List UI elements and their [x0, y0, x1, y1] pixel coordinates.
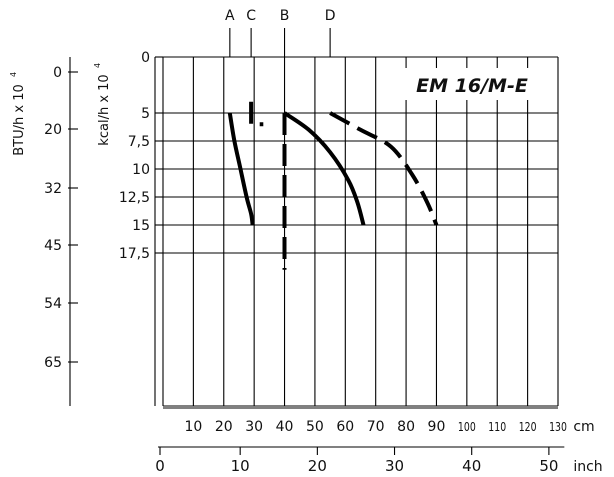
cm-tick-label: 50 [306, 419, 324, 435]
kcal-tick-label: 0 [141, 50, 150, 66]
cm-tick-label: 20 [215, 419, 233, 435]
btu-tick-label: 45 [44, 238, 62, 254]
cm-tick-label: 60 [336, 419, 354, 435]
kcal-axis-title: kcal/h x 10 [97, 74, 112, 145]
kcal-axis-exp: 4 [93, 63, 102, 68]
cm-tick-label: 90 [428, 419, 446, 435]
cm-tick-label: 80 [397, 419, 415, 435]
btu-axis-title: BTU/h x 10 [12, 84, 27, 156]
kcal-tick-label: 15 [132, 218, 150, 234]
series-line-b2 [283, 111, 366, 226]
series-top-label-c: C [246, 8, 256, 24]
series-top-label-d: D [325, 8, 336, 24]
kcal-tick-label: 5 [141, 106, 150, 122]
kcal-tick-label: 17,5 [119, 246, 150, 262]
cm-tick-label: 110 [488, 420, 506, 435]
cm-tick-label: 130 [549, 420, 567, 435]
kcal-tick-label: 10 [132, 162, 150, 178]
inch-tick-label: 0 [155, 457, 165, 475]
cm-tick-label: 10 [184, 419, 202, 435]
cm-tick-label: 70 [367, 419, 385, 435]
btu-tick-label: 65 [44, 355, 62, 371]
cm-axis-label: cm [573, 419, 594, 435]
cm-tick-label: 100 [458, 420, 476, 435]
grid [162, 56, 559, 407]
cm-tick-label: 120 [519, 420, 537, 435]
btu-tick-label: 54 [44, 296, 62, 312]
btu-axis-exp: 4 [9, 72, 18, 77]
cm-tick-label: 40 [276, 419, 294, 435]
inch-tick-label: 20 [308, 457, 327, 475]
btu-tick-label: 32 [44, 181, 62, 197]
inch-tick-label: 40 [462, 457, 481, 475]
chart-title: EM 16/M-E [416, 75, 528, 97]
inch-tick-label: 10 [231, 457, 250, 475]
title-background [404, 68, 540, 100]
cm-tick-label: 30 [245, 419, 263, 435]
inch-tick-label: 50 [539, 457, 558, 475]
kcal-tick-label: 12,5 [119, 190, 150, 206]
curves [227, 101, 439, 270]
btu-tick-label: 0 [53, 65, 62, 81]
inch-tick-label: 30 [385, 457, 404, 475]
btu-tick-label: 20 [44, 122, 62, 138]
series-line-a [227, 112, 255, 226]
series-top-label-b: B [280, 8, 290, 24]
series-top-label-a: A [225, 8, 235, 24]
series-line-d [329, 111, 439, 226]
inch-axis-label: inch [573, 459, 602, 475]
series-line-c [249, 101, 264, 127]
kcal-tick-label: 7,5 [128, 134, 150, 150]
